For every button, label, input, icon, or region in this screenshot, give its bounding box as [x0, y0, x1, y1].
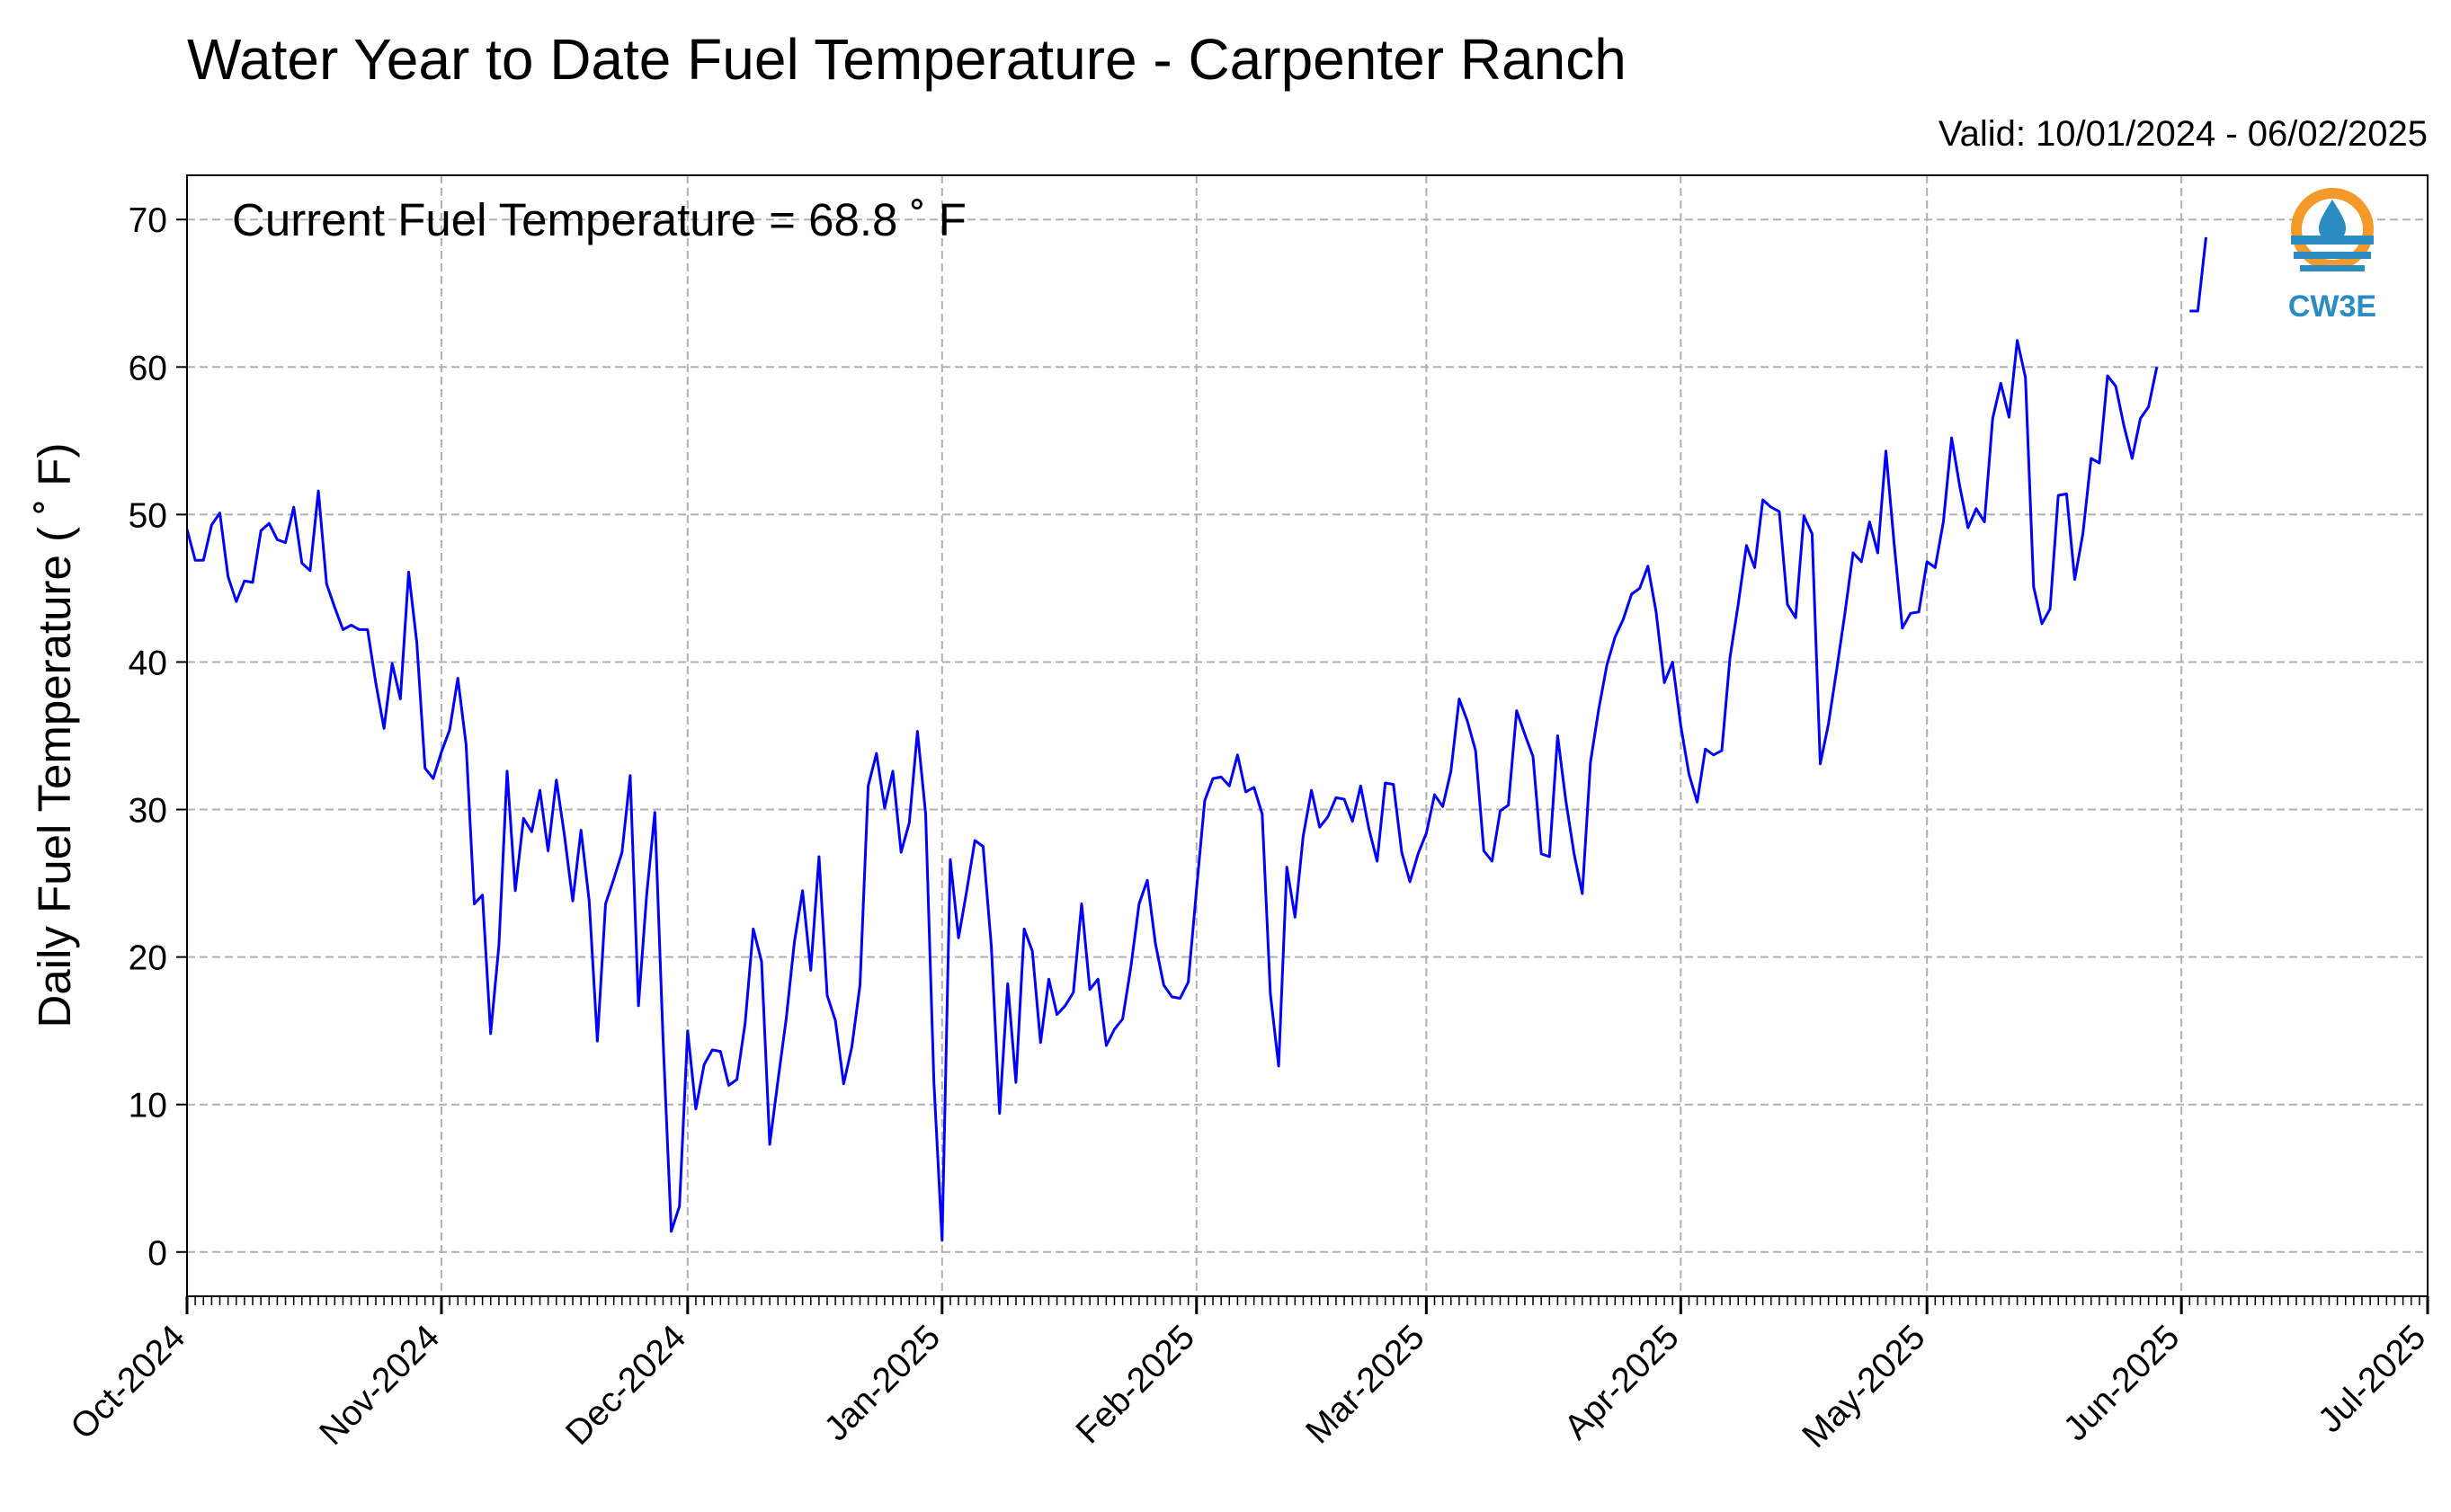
x-tick-label: Feb-2025	[1069, 1318, 1202, 1451]
x-tick-label: Oct-2024	[64, 1318, 193, 1447]
y-tick-label: 60	[129, 349, 167, 387]
axis-ticks: 0 10 20 30 40 50 60 70 Oct-2024 Nov-2024 Dec-2024 J…	[64, 201, 2434, 1455]
y-tick-label: 40	[129, 644, 167, 682]
x-tick-label: Jun-2025	[2056, 1318, 2187, 1448]
logo-text: CW3E	[2288, 289, 2376, 324]
fuel-temperature-line	[185, 339, 2159, 1242]
y-tick-label: 50	[129, 496, 167, 535]
chart-title: Water Year to Date Fuel Temperature - Ca…	[187, 27, 1627, 92]
plot-frame	[186, 174, 2429, 1297]
x-tick-label: Jan-2025	[817, 1318, 948, 1448]
x-tick-label: Mar-2025	[1298, 1318, 1431, 1451]
y-tick-label: 30	[129, 792, 167, 831]
current-fuel-temperature: Current Fuel Temperature = 68.8 ˚ F	[232, 194, 967, 245]
y-tick-label: 70	[129, 201, 167, 240]
x-tick-label: Dec-2024	[558, 1318, 693, 1453]
y-axis-label: Daily Fuel Temperature ( ˚ F)	[29, 443, 80, 1028]
minor-ticks	[186, 1296, 2429, 1305]
fuel-temperature-line	[2189, 236, 2207, 313]
y-tick-label: 20	[129, 939, 167, 978]
y-tick-label: 0	[147, 1234, 167, 1273]
x-tick-label: Jul-2025	[2311, 1318, 2433, 1440]
x-tick-label: Apr-2025	[1557, 1318, 1687, 1447]
cw3e-logo: CW3E	[2288, 188, 2376, 324]
x-tick-label: Nov-2024	[312, 1318, 447, 1453]
data-line	[185, 236, 2207, 1242]
logo-waves	[2291, 236, 2374, 271]
water-drop-icon	[2319, 200, 2346, 242]
grid	[186, 175, 2429, 1296]
y-tick-label: 10	[129, 1087, 167, 1125]
x-tick-label: May-2025	[1795, 1318, 1932, 1455]
valid-date-range: Valid: 10/01/2024 - 06/02/2025	[1939, 114, 2428, 154]
